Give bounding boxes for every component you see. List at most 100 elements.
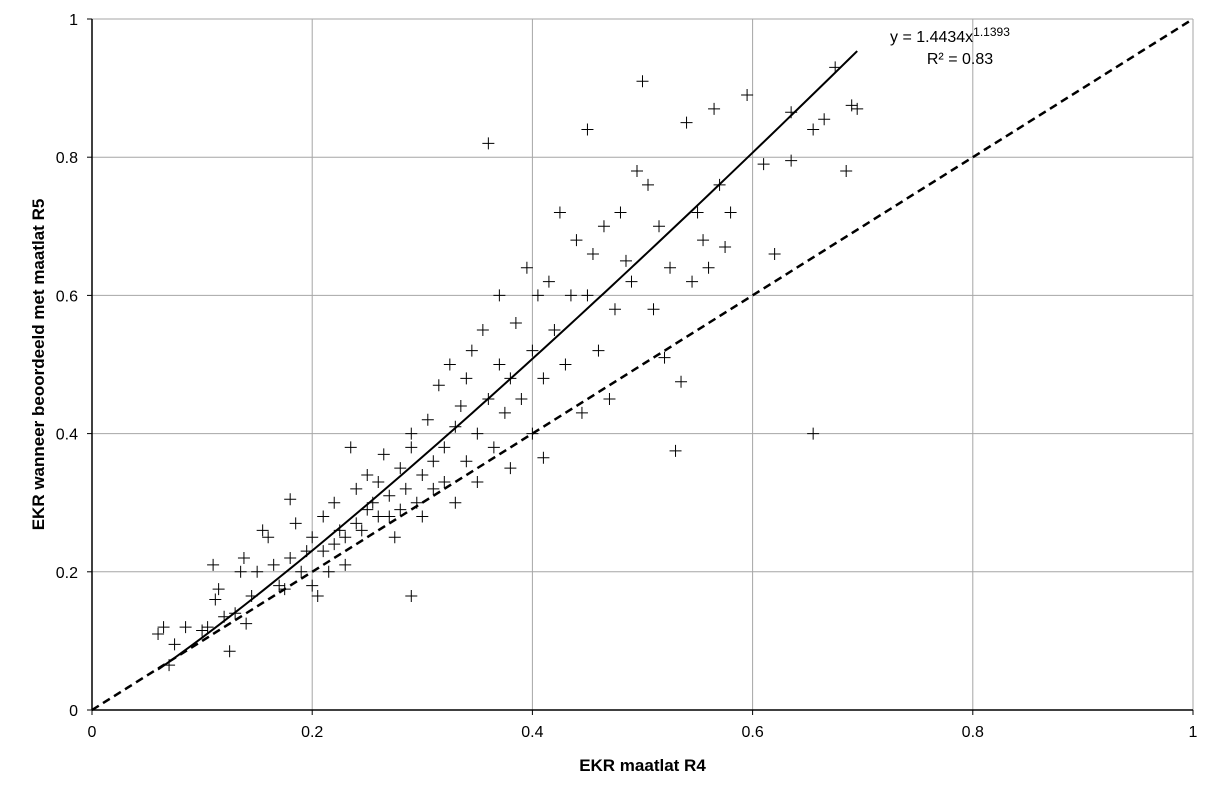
x-tick-label: 0.8 <box>962 724 984 741</box>
data-point <box>306 531 319 544</box>
data-point <box>416 469 429 482</box>
equation-exponent: 1.1393 <box>973 25 1010 39</box>
data-point <box>603 393 616 406</box>
data-point <box>209 593 222 606</box>
data-point <box>460 372 473 385</box>
data-point <box>537 451 550 464</box>
data-point <box>201 621 214 634</box>
data-point <box>168 638 181 651</box>
data-point <box>377 448 390 461</box>
data-point <box>642 178 655 191</box>
data-point <box>537 372 550 385</box>
data-point <box>493 358 506 371</box>
data-point <box>498 406 511 419</box>
data-point <box>416 510 429 523</box>
data-point <box>675 375 688 388</box>
data-point <box>697 234 710 247</box>
data-point <box>686 275 699 288</box>
data-point <box>240 617 253 630</box>
data-point <box>355 524 368 537</box>
y-axis-title: EKR wanneer beoordeeld met maatlat R5 <box>29 199 48 531</box>
y-tick-label: 0.4 <box>56 427 78 444</box>
data-point <box>471 475 484 488</box>
data-point <box>427 482 440 495</box>
x-tick-label: 0.6 <box>741 724 763 741</box>
identity-line <box>91 17 1194 712</box>
data-point <box>196 624 209 637</box>
data-point <box>570 234 583 247</box>
data-point <box>630 165 643 178</box>
data-point <box>487 441 500 454</box>
data-point <box>317 510 330 523</box>
data-point <box>372 510 385 523</box>
data-point <box>581 123 594 136</box>
data-point <box>438 441 451 454</box>
data-point <box>267 558 280 571</box>
data-point <box>278 583 291 596</box>
x-axis-title: EKR maatlat R4 <box>579 756 706 775</box>
data-point <box>339 558 352 571</box>
x-tick-label: 0.2 <box>301 724 323 741</box>
data-point <box>350 517 363 530</box>
x-tick-label: 0.4 <box>521 724 543 741</box>
data-point <box>636 75 649 88</box>
axes <box>87 18 1194 715</box>
data-point <box>443 358 456 371</box>
data-point <box>262 531 275 544</box>
data-point <box>394 462 407 475</box>
data-point <box>454 399 467 412</box>
data-point <box>526 427 539 440</box>
data-point <box>807 427 820 440</box>
trendline-equation: y = 1.4434x1.1393 <box>890 25 1010 46</box>
y-tick-label: 0 <box>69 703 78 720</box>
data-point <box>757 158 770 171</box>
data-point <box>405 441 418 454</box>
r-squared-label: R² = 0.83 <box>927 51 993 68</box>
data-point <box>526 344 539 357</box>
equation-prefix: y = 1.4434x <box>890 29 973 46</box>
data-point <box>289 517 302 530</box>
data-point <box>212 583 225 596</box>
data-point <box>207 558 220 571</box>
data-point <box>515 393 528 406</box>
trendline-path <box>157 50 858 671</box>
data-point <box>157 621 170 634</box>
data-point <box>471 427 484 440</box>
data-point <box>592 344 605 357</box>
data-point <box>476 323 489 336</box>
data-point <box>614 206 627 219</box>
data-point <box>669 444 682 457</box>
data-point <box>388 531 401 544</box>
data-point <box>581 289 594 302</box>
y-tick-label: 0.2 <box>56 565 78 582</box>
data-point <box>361 469 374 482</box>
y-tick-label: 0.8 <box>56 150 78 167</box>
data-point <box>344 441 357 454</box>
data-point <box>482 137 495 150</box>
data-point <box>465 344 478 357</box>
data-point <box>295 565 308 578</box>
data-point <box>559 358 572 371</box>
data-point <box>851 102 864 115</box>
data-point <box>460 455 473 468</box>
data-point <box>504 462 517 475</box>
data-point <box>493 289 506 302</box>
data-point <box>179 621 192 634</box>
data-point <box>708 102 721 115</box>
data-point <box>597 220 610 233</box>
data-point <box>427 455 440 468</box>
data-point <box>625 275 638 288</box>
data-point <box>719 241 732 254</box>
data-point <box>311 589 324 602</box>
data-point <box>394 503 407 516</box>
data-point <box>840 165 853 178</box>
data-point <box>548 323 561 336</box>
x-tick-labels: 0 0.2 0.4 0.6 0.8 1 <box>88 724 1198 741</box>
data-point <box>256 524 269 537</box>
data-point <box>818 113 831 126</box>
data-point <box>405 427 418 440</box>
data-point <box>383 510 396 523</box>
data-point <box>553 206 566 219</box>
identity-reference-line <box>91 17 1194 712</box>
